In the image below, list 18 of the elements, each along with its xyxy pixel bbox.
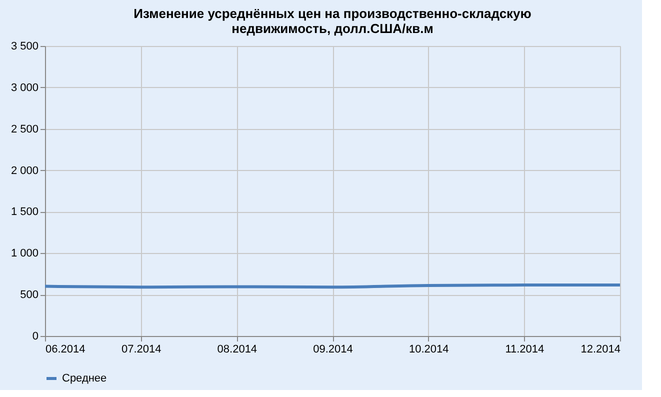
x-tick-label: 10.2014 — [408, 344, 449, 356]
y-tick-label: 1 000 — [10, 248, 38, 260]
x-tick-label: 07.2014 — [121, 344, 162, 356]
x-tick-label: 06.2014 — [46, 344, 86, 356]
y-tick-label: 2 500 — [10, 123, 38, 136]
text: недвижимость, долл.США/кв.м — [232, 21, 434, 36]
text: Изменение усреднённых цен на производственно-складскую — [134, 6, 532, 21]
x-tick-label: 12.2014 — [580, 344, 620, 356]
x-tick-label: 08.2014 — [217, 344, 258, 356]
y-tick-label: 500 — [20, 289, 38, 302]
x-tick-label: 11.2014 — [505, 344, 544, 356]
legend-label: Среднее — [62, 372, 107, 384]
x-tick-label: 09.2014 — [313, 344, 353, 356]
y-tick-label: 0 — [32, 330, 38, 342]
y-tick-label: 3 500 — [10, 40, 38, 52]
y-tick-label: 1 500 — [10, 206, 38, 218]
y-tick-label: 2 000 — [10, 164, 38, 177]
y-tick-label: 3 000 — [10, 82, 38, 94]
